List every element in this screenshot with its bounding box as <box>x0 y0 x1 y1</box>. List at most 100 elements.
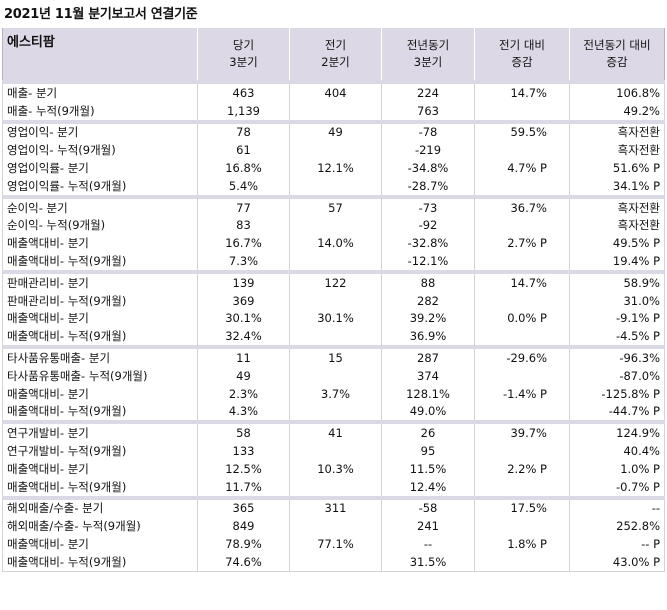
previous-quarter-value: 12.1% <box>289 159 382 177</box>
header-sublabel: 증감 <box>606 55 628 69</box>
row-label: 매출액대비- 누적(9개월) <box>2 477 198 496</box>
qoq-change-value <box>474 517 570 536</box>
prior-year-value: 11.5% <box>381 459 475 478</box>
previous-quarter-value <box>289 477 382 496</box>
qoq-change-value: 2.2% P <box>474 459 570 478</box>
previous-quarter-value: 30.1% <box>289 309 382 328</box>
qoq-change-value: 14.7% <box>474 273 570 292</box>
previous-quarter-value <box>289 141 382 160</box>
qoq-change-value <box>474 366 570 385</box>
table-row: 매출액대비- 분기 12.5% 10.3% 11.5% 2.2% P 1.0% P <box>2 459 665 478</box>
table-row: 매출액대비- 분기 2.3% 3.7% 128.1% -1.4% P -125.8% P <box>2 384 665 403</box>
current-quarter-value: 849 <box>197 517 290 536</box>
previous-quarter-value: 14.0% <box>289 234 382 253</box>
report-title: 2021년 11월 분기보고서 연결기준 <box>4 7 198 22</box>
current-quarter-value: 133 <box>197 442 290 460</box>
previous-quarter-value <box>289 517 382 536</box>
row-label: 해외매출/수출- 누적(9개월) <box>2 517 198 536</box>
yoy-change-value: -- <box>569 499 665 518</box>
row-label: 매출액대비- 분기 <box>2 384 198 403</box>
yoy-change-value: 흑자전환 <box>569 123 665 142</box>
group-separator <box>2 420 665 425</box>
table-row: 판매관리비- 누적(9개월) 369 282 31.0% <box>2 291 665 310</box>
row-label: 매출액대비- 분기 <box>2 535 198 553</box>
current-quarter-value: 16.7% <box>197 234 290 253</box>
financial-table: 에스티팜 당기 3분기 전기 2분기 전년동기 3분기 전기 대비 증감 전년동기 대비… <box>2 28 665 572</box>
previous-quarter-value <box>289 176 382 195</box>
header-label: 전기 <box>324 38 347 52</box>
current-quarter-value: 30.1% <box>197 309 290 328</box>
current-quarter-value: 78 <box>197 123 290 142</box>
row-label: 판매관리비- 누적(9개월) <box>2 291 198 310</box>
group-separator <box>2 80 665 84</box>
previous-quarter-value <box>289 442 382 460</box>
prior-year-value: 36.9% <box>381 327 475 346</box>
row-label: 판매관리비- 분기 <box>2 273 198 292</box>
table-row: 매출액대비- 분기 78.9% 77.1% -- 1.8% P -- P <box>2 535 665 553</box>
row-label: 매출액대비- 누적(9개월) <box>2 402 198 421</box>
prior-year-value: -- <box>381 535 475 553</box>
separator-cell <box>569 495 665 500</box>
group-separator <box>2 119 665 124</box>
current-quarter-value: 1,139 <box>197 101 290 120</box>
header-yoy-change: 전년동기 대비 증감 <box>569 28 665 80</box>
group-separator <box>2 269 665 274</box>
yoy-change-value: -87.0% <box>569 366 665 385</box>
current-quarter-value: 16.8% <box>197 159 290 177</box>
qoq-change-value: 2.7% P <box>474 234 570 253</box>
qoq-change-value <box>474 442 570 460</box>
current-quarter-value: 369 <box>197 291 290 310</box>
prior-year-value: -73 <box>381 198 475 217</box>
qoq-change-value <box>474 176 570 195</box>
company-name: 에스티팜 <box>2 28 198 80</box>
table-row: 영업이익률- 누적(9개월) 5.4% -28.7% 34.1% P <box>2 176 665 195</box>
row-label: 타사품유통매출- 분기 <box>2 349 198 367</box>
table-row: 매출액대비- 누적(9개월) 74.6% 31.5% 43.0% P <box>2 552 665 572</box>
prior-year-value: 374 <box>381 366 475 385</box>
table-row: 순이익- 분기 77 57 -73 36.7% 흑자전환 <box>2 198 665 217</box>
previous-quarter-value <box>289 252 382 270</box>
header-qoq-change: 전기 대비 증감 <box>474 28 570 80</box>
qoq-change-value: 39.7% <box>474 424 570 443</box>
current-quarter-value: 58 <box>197 424 290 443</box>
row-label: 매출액대비- 분기 <box>2 234 198 253</box>
qoq-change-value: 17.5% <box>474 499 570 518</box>
current-quarter-value: 32.4% <box>197 327 290 346</box>
prior-year-value: 282 <box>381 291 475 310</box>
qoq-change-value <box>474 141 570 160</box>
header-current-quarter: 당기 3분기 <box>197 28 290 80</box>
header-sublabel: 2분기 <box>321 55 350 69</box>
current-quarter-value: 49 <box>197 366 290 385</box>
current-quarter-value: 139 <box>197 273 290 292</box>
header-sublabel: 3분기 <box>229 55 258 69</box>
qoq-change-value <box>474 327 570 346</box>
table-row: 매출- 누적(9개월) 1,139 763 49.2% <box>2 101 665 120</box>
qoq-change-value <box>474 252 570 270</box>
table-row: 판매관리비- 분기 139 122 88 14.7% 58.9% <box>2 273 665 292</box>
prior-year-value: 49.0% <box>381 402 475 421</box>
financial-table-container: 에스티팜 당기 3분기 전기 2분기 전년동기 3분기 전기 대비 증감 전년동기 대비… <box>2 28 665 572</box>
prior-year-value: 241 <box>381 517 475 536</box>
current-quarter-value: 83 <box>197 216 290 235</box>
previous-quarter-value <box>289 402 382 421</box>
yoy-change-value: -44.7% P <box>569 402 665 421</box>
current-quarter-value: 12.5% <box>197 459 290 478</box>
table-row: 매출액대비- 분기 30.1% 30.1% 39.2% 0.0% P -9.1% P <box>2 309 665 328</box>
table-row: 매출액대비- 분기 16.7% 14.0% -32.8% 2.7% P 49.5% P <box>2 234 665 253</box>
row-label: 매출액대비- 누적(9개월) <box>2 252 198 270</box>
previous-quarter-value <box>289 101 382 120</box>
previous-quarter-value: 10.3% <box>289 459 382 478</box>
prior-year-value: 128.1% <box>381 384 475 403</box>
yoy-change-value: 49.5% P <box>569 234 665 253</box>
table-row: 해외매출/수출- 누적(9개월) 849 241 252.8% <box>2 517 665 536</box>
group-separator <box>2 345 665 350</box>
prior-year-value: -32.8% <box>381 234 475 253</box>
header-label: 전년동기 <box>406 38 450 52</box>
prior-year-value: 95 <box>381 442 475 460</box>
prior-year-value: -219 <box>381 141 475 160</box>
current-quarter-value: 5.4% <box>197 176 290 195</box>
group-separator <box>2 194 665 199</box>
row-label: 타사품유통매출- 누적(9개월) <box>2 366 198 385</box>
prior-year-value: 224 <box>381 84 475 102</box>
previous-quarter-value: 49 <box>289 123 382 142</box>
